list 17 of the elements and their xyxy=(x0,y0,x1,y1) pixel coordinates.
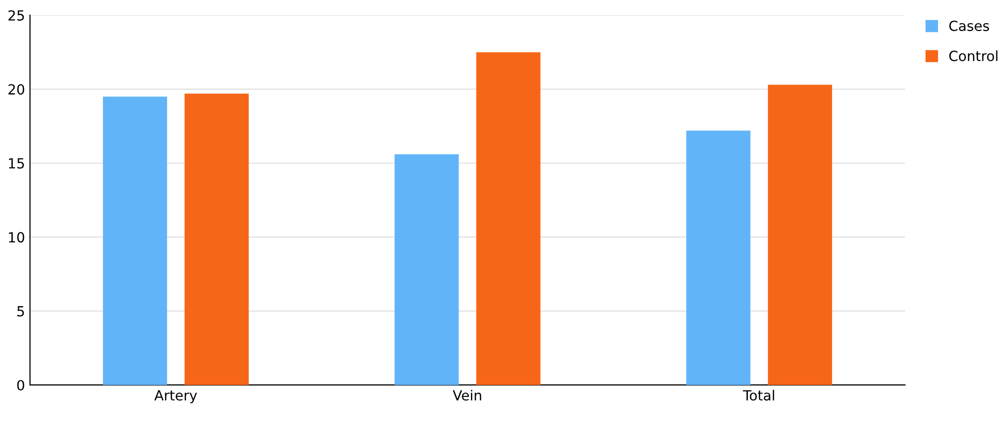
x-tick-label: Artery xyxy=(154,390,197,404)
y-tick-label: 25 xyxy=(8,10,24,21)
bar xyxy=(102,96,168,385)
bar xyxy=(184,94,249,385)
y-tick-label: 20 xyxy=(8,84,24,95)
bar xyxy=(768,84,832,385)
x-tick-label: Vein xyxy=(452,390,482,401)
y-tick-label: 15 xyxy=(8,158,24,169)
x-tick-label: Total xyxy=(742,390,774,401)
legend-label: Control xyxy=(949,50,998,62)
y-tick-label: 0 xyxy=(17,380,24,390)
legend-label: Cases xyxy=(949,20,990,32)
bar xyxy=(394,154,459,385)
bar xyxy=(476,52,540,385)
bar xyxy=(686,130,750,385)
y-tick-label: 10 xyxy=(8,232,24,243)
y-tick-label: 5 xyxy=(17,306,24,316)
